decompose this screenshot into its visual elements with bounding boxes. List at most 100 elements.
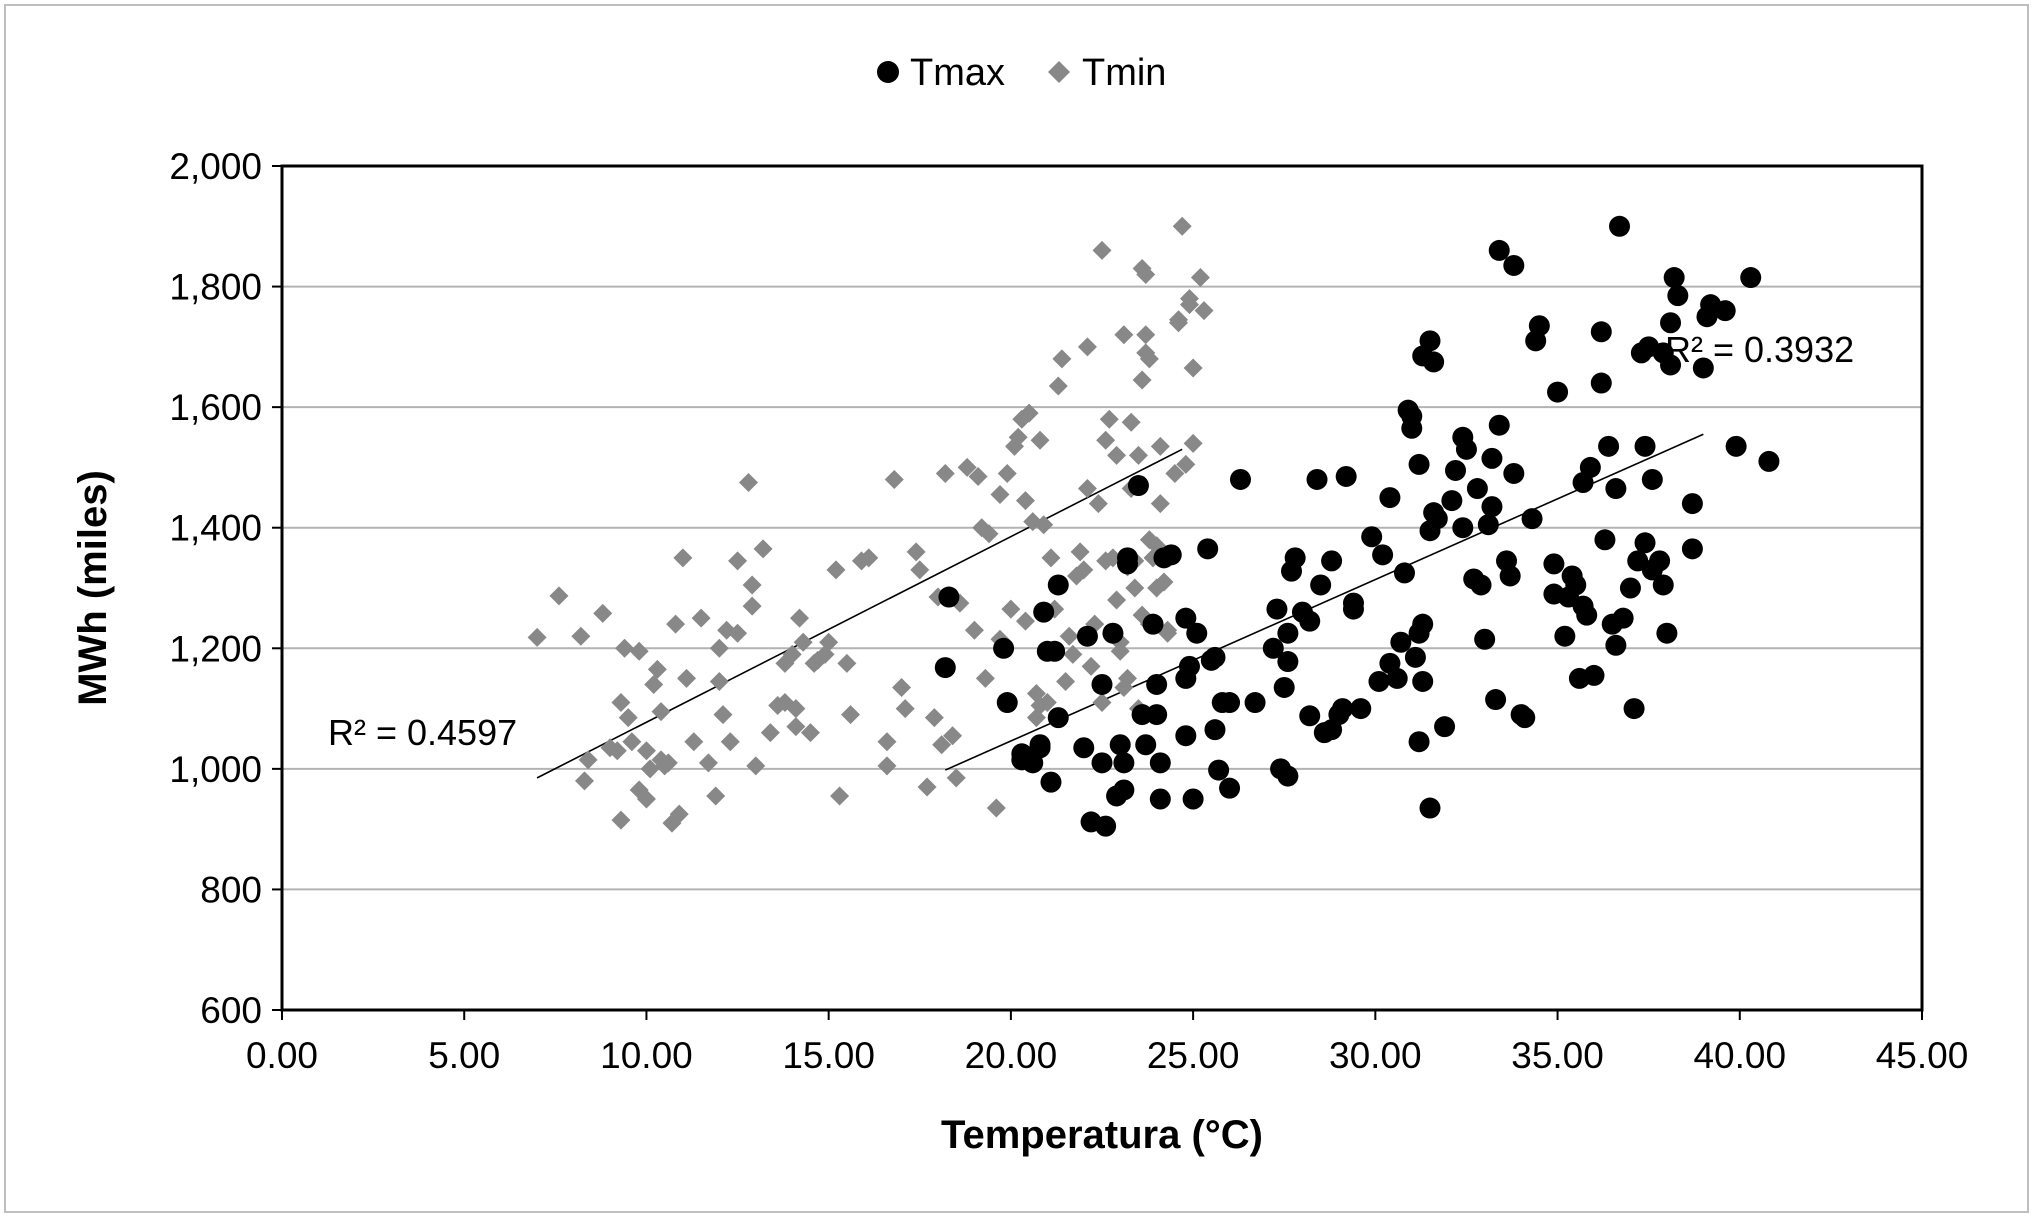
point-tmin — [728, 551, 748, 571]
legend: Tmax Tmin — [877, 52, 1166, 94]
point-tmin — [1048, 376, 1068, 396]
point-tmax — [1547, 381, 1569, 403]
point-tmin — [1136, 265, 1156, 285]
point-tmax — [1634, 435, 1656, 457]
point-tmax — [1175, 607, 1197, 629]
point-tmax — [1047, 574, 1069, 596]
point-tmin — [622, 732, 642, 752]
point-tmin — [1052, 349, 1072, 369]
point-tmin — [859, 548, 879, 568]
point-tmax — [1503, 254, 1525, 276]
point-tmax — [1412, 670, 1434, 692]
point-tmin — [1077, 479, 1097, 499]
point-tmin — [1041, 548, 1061, 568]
point-tmax — [1277, 651, 1299, 673]
x-axis-ticks: 0.00 5.00 10.00 15.00 20.00 25.00 30.00 35.00 40… — [246, 1010, 1968, 1076]
point-tmin — [800, 723, 820, 743]
point-tmin — [691, 608, 711, 628]
point-tmin — [1139, 349, 1159, 369]
point-tmax — [1488, 239, 1510, 261]
point-tmax — [1481, 496, 1503, 518]
point-tmax — [1740, 267, 1762, 289]
point-tmax — [1273, 676, 1295, 698]
y-tick-label: 800 — [200, 869, 262, 910]
series-tmax-points — [934, 215, 1780, 837]
point-tmin — [742, 575, 762, 595]
point-tmax — [1565, 574, 1587, 596]
point-tmin — [629, 641, 649, 661]
point-tmax — [1623, 698, 1645, 720]
point-tmax — [1208, 759, 1230, 781]
point-tmin — [782, 644, 802, 664]
point-tmax — [1634, 532, 1656, 554]
point-tmax — [1361, 526, 1383, 548]
point-tmin — [932, 735, 952, 755]
point-tmax — [1408, 731, 1430, 753]
point-tmax — [1040, 771, 1062, 793]
point-tmax — [1408, 453, 1430, 475]
point-tmax — [1306, 468, 1328, 490]
point-tmax — [1372, 544, 1394, 566]
point-tmin — [986, 798, 1006, 818]
point-tmax — [1477, 514, 1499, 536]
point-tmax — [1076, 625, 1098, 647]
point-tmin — [611, 693, 631, 713]
point-tmin — [1172, 216, 1192, 236]
point-tmax — [1598, 435, 1620, 457]
point-tmin — [640, 759, 660, 779]
point-tmin — [1001, 599, 1021, 619]
point-tmax — [1244, 692, 1266, 714]
x-axis-title: Temperatura (°C) — [941, 1113, 1263, 1157]
point-tmin — [1070, 542, 1090, 562]
point-tmin — [968, 466, 988, 486]
point-tmin — [549, 586, 569, 606]
point-tmax — [1590, 372, 1612, 394]
r2-label-tmax: R² = 0.3932 — [1665, 329, 1854, 370]
point-tmax — [1466, 478, 1488, 500]
point-tmax — [1528, 315, 1550, 337]
point-tmax — [1419, 330, 1441, 352]
point-tmax — [1091, 673, 1113, 695]
point-tmax — [1393, 562, 1415, 584]
point-tmin — [1063, 644, 1083, 664]
point-tmax — [1612, 607, 1634, 629]
point-tmin — [651, 702, 671, 722]
point-tmax — [934, 657, 956, 679]
point-tmax — [1583, 664, 1605, 686]
point-tmin — [935, 463, 955, 483]
point-tmax — [1758, 450, 1780, 472]
point-tmax — [1656, 622, 1678, 644]
point-tmin — [946, 768, 966, 788]
point-tmax — [1102, 622, 1124, 644]
point-tmin — [658, 753, 678, 773]
point-tmin — [728, 623, 748, 643]
plot-area — [282, 166, 1922, 1010]
point-tmax — [1113, 752, 1135, 774]
point-tmax — [1047, 707, 1069, 729]
point-tmin — [910, 560, 930, 580]
point-tmin — [1008, 427, 1028, 447]
point-tmax — [1692, 357, 1714, 379]
legend-label-tmax: Tmax — [910, 52, 1005, 94]
point-tmin — [1107, 590, 1127, 610]
point-tmax — [1095, 815, 1117, 837]
point-tmax — [1117, 547, 1139, 569]
point-tmin — [1183, 433, 1203, 453]
point-tmin — [1154, 572, 1174, 592]
x-tick-label: 0.00 — [246, 1035, 318, 1076]
point-tmax — [1029, 734, 1051, 756]
point-tmin — [666, 614, 686, 634]
legend-label-tmin: Tmin — [1082, 52, 1166, 94]
point-tmax — [1663, 267, 1685, 289]
point-tmax — [1445, 459, 1467, 481]
point-tmin — [720, 732, 740, 752]
point-tmax — [938, 586, 960, 608]
point-tmin — [1107, 445, 1127, 465]
x-tick-label: 10.00 — [600, 1035, 693, 1076]
point-tmax — [1434, 716, 1456, 738]
point-tmin — [636, 741, 656, 761]
point-tmin — [892, 677, 912, 697]
point-tmin — [884, 469, 904, 489]
point-tmin — [826, 560, 846, 580]
point-tmin — [830, 786, 850, 806]
